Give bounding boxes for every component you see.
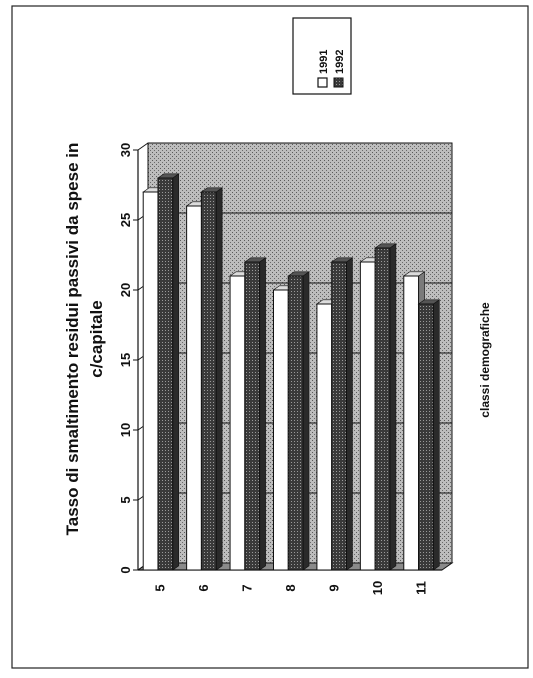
bar-side — [172, 173, 180, 571]
legend-swatch-1991 — [317, 77, 328, 88]
bar-1991-8 — [272, 289, 289, 571]
bar-1992-8 — [287, 275, 304, 571]
x-tick-label: 5 — [153, 584, 168, 591]
x-tick-label: 7 — [240, 584, 255, 591]
bar-1992-7 — [244, 261, 261, 571]
x-tick-label: 11 — [413, 581, 428, 595]
y-tick-label: 30 — [118, 143, 133, 157]
bar-side — [346, 257, 353, 571]
bar-1991-11 — [403, 275, 420, 571]
bar-side — [302, 271, 310, 571]
bar-1991-10 — [359, 261, 376, 571]
y-tick-label: 25 — [118, 213, 133, 227]
bar-1992-5 — [157, 177, 174, 571]
y-tick-label: 5 — [118, 496, 133, 503]
bar-1991-5 — [142, 191, 159, 571]
bar-side — [215, 187, 223, 571]
y-tick-label: 20 — [118, 283, 133, 297]
bar-side — [259, 257, 266, 571]
bar-side — [433, 299, 440, 571]
bar-1992-10 — [374, 247, 391, 571]
legend-label-1991: 1991 — [318, 50, 330, 74]
y-tick-label: 0 — [118, 566, 133, 573]
bar-side — [389, 243, 397, 571]
legend: 1991 1992 — [292, 17, 352, 95]
page-border — [11, 5, 529, 669]
chart-title-line-1: Tasso di smaltimento residui passivi da … — [63, 143, 82, 536]
legend-label-1992: 1992 — [334, 50, 346, 74]
bar-1992-9 — [331, 261, 347, 571]
gridline-diagonal — [137, 142, 149, 151]
bar-1992-11 — [418, 303, 434, 571]
plot-group: 0 5 10 15 20 25 30 5 6 7 8 9 10 11 — [118, 142, 454, 595]
bar-1991-7 — [229, 275, 246, 571]
y-tick-label: 10 — [118, 423, 133, 437]
x-tick-label: 8 — [283, 584, 298, 591]
legend-swatch-1992 — [333, 77, 344, 88]
x-tick-label: 10 — [370, 581, 385, 595]
x-tick-label: 9 — [326, 584, 341, 591]
x-axis-label: classi demografiche — [478, 302, 492, 418]
bar-1991-9 — [316, 303, 333, 571]
y-tick-label: 15 — [118, 353, 133, 367]
bar-1991-6 — [186, 205, 202, 571]
chart-title-line-2: c/capitale — [87, 300, 106, 378]
bar-1992-6 — [200, 191, 217, 571]
x-tick-label: 6 — [196, 584, 211, 591]
